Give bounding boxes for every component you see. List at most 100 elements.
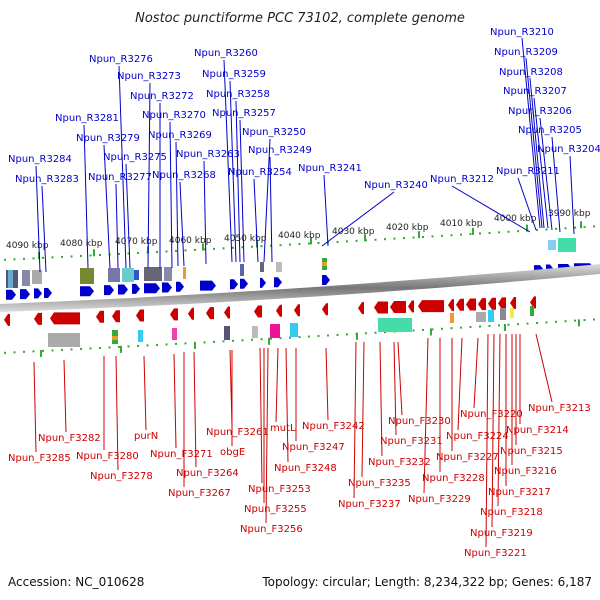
gene-label-npun-r3268[interactable]: Npun_R3268: [152, 170, 216, 181]
tick-4060: 4060 kbp: [169, 236, 212, 246]
gene-label-npun-f3280[interactable]: Npun_F3280: [76, 451, 139, 462]
gene-label-mutl[interactable]: mutL: [270, 423, 296, 434]
gene-label-npun-r3277[interactable]: Npun_R3277: [88, 172, 152, 183]
minus-gene-arrow: [112, 310, 120, 323]
genome-title: Nostoc punctiforme PCC 73102, complete g…: [135, 11, 465, 26]
minus-connector: [193, 351, 197, 468]
gene-label-npun-f3218[interactable]: Npun_F3218: [480, 507, 543, 518]
gene-label-npun-f3267[interactable]: Npun_F3267: [168, 488, 231, 499]
gene-label-npun-r3284[interactable]: Npun_R3284: [8, 154, 72, 165]
ruler-major-tick: [504, 323, 506, 331]
gene-label-npun-r3259[interactable]: Npun_R3259: [202, 69, 266, 80]
gene-label-npun-f3282[interactable]: Npun_F3282: [38, 433, 101, 444]
minus-gene-arrow: [276, 304, 282, 317]
gene-label-npun-r3270[interactable]: Npun_R3270: [142, 110, 206, 121]
ruler-dot: [251, 245, 253, 248]
gene-label-npun-r3269[interactable]: Npun_R3269: [148, 130, 212, 141]
gene-label-npun-r3212[interactable]: Npun_R3212: [430, 174, 494, 185]
minus-connector: [33, 361, 37, 453]
gene-label-npun-r3210[interactable]: Npun_R3210: [490, 27, 554, 38]
ruler-dot: [13, 351, 16, 354]
gene-label-npun-f3231[interactable]: Npun_F3231: [380, 436, 443, 447]
gene-label-npun-f3285[interactable]: Npun_F3285: [8, 453, 71, 464]
gene-label-npun-r3249[interactable]: Npun_R3249: [248, 145, 312, 156]
gene-label-npun-f3213[interactable]: Npun_F3213: [528, 403, 591, 414]
gene-label-npun-f3214[interactable]: Npun_F3214: [506, 425, 569, 436]
plus-connector: [269, 156, 273, 263]
gene-label-npun-r3240[interactable]: Npun_R3240: [364, 180, 428, 191]
gene-label-npun-f3215[interactable]: Npun_F3215: [500, 446, 563, 457]
gene-label-npun-f3235[interactable]: Npun_F3235: [348, 478, 411, 489]
gene-label-npun-f3278[interactable]: Npun_F3278: [90, 471, 153, 482]
gene-label-npun-r3279[interactable]: Npun_R3279: [76, 133, 140, 144]
gene-label-npun-r3206[interactable]: Npun_R3206: [508, 106, 572, 117]
gene-label-npun-f3242[interactable]: Npun_F3242: [302, 421, 365, 432]
minus-connector: [285, 347, 289, 463]
gene-label-npun-f3253[interactable]: Npun_F3253: [248, 484, 311, 495]
ruler-dot: [32, 257, 35, 260]
ruler-dot: [108, 346, 111, 349]
gene-label-npun-f3219[interactable]: Npun_F3219: [470, 528, 533, 539]
gene-label-npun-r3207[interactable]: Npun_R3207: [503, 86, 567, 97]
gene-label-npun-f3256[interactable]: Npun_F3256: [240, 524, 303, 535]
plus-connector: [521, 37, 541, 229]
gene-label-npun-f3247[interactable]: Npun_F3247: [282, 442, 345, 453]
gene-label-npun-f3255[interactable]: Npun_F3255: [244, 504, 307, 515]
ruler-dot: [469, 326, 472, 329]
minus-gene-arrow: [50, 312, 80, 325]
gene-label-npun-f3227[interactable]: Npun_F3227: [436, 452, 499, 463]
gene-label-purn[interactable]: purN: [134, 431, 158, 442]
plus-connector: [169, 121, 173, 269]
gene-label-npun-r3273[interactable]: Npun_R3273: [117, 71, 181, 82]
gene-label-npun-r3263[interactable]: Npun_R3263: [176, 149, 240, 160]
gene-label-npun-f3271[interactable]: Npun_F3271: [150, 449, 213, 460]
gene-label-npun-r3283[interactable]: Npun_R3283: [15, 174, 79, 185]
gene-label-npun-r3205[interactable]: Npun_R3205: [518, 125, 582, 136]
gene-label-npun-f3261[interactable]: Npun_F3261: [206, 427, 269, 438]
ruler-major-tick: [580, 221, 582, 229]
gene-label-npun-r3260[interactable]: Npun_R3260: [194, 48, 258, 59]
ruler-dot: [346, 333, 348, 336]
gene-label-npun-r3241[interactable]: Npun_R3241: [298, 163, 362, 174]
feature-block: [558, 238, 576, 252]
gene-label-obge[interactable]: obgE: [220, 447, 245, 458]
gene-label-npun-f3237[interactable]: Npun_F3237: [338, 499, 401, 510]
gene-label-npun-r3209[interactable]: Npun_R3209: [494, 47, 558, 58]
gene-label-npun-f3220[interactable]: Npun_F3220: [460, 409, 523, 420]
minus-label-connectors: [33, 333, 553, 548]
gene-label-npun-r3254[interactable]: Npun_R3254: [228, 167, 292, 178]
gene-label-npun-r3257[interactable]: Npun_R3257: [212, 108, 276, 119]
minus-connector: [379, 341, 383, 457]
minus-gene-arrow: [448, 299, 454, 312]
gene-label-npun-f3221[interactable]: Npun_F3221: [464, 548, 527, 559]
minus-gene-arrow: [510, 297, 516, 309]
feature-block: [450, 313, 454, 323]
feature-block: [122, 268, 134, 282]
gene-label-npun-r3276[interactable]: Npun_R3276: [89, 54, 153, 65]
gene-label-npun-r3204[interactable]: Npun_R3204: [537, 144, 600, 155]
tick-4080: 4080 kbp: [60, 239, 103, 249]
gene-label-npun-f3224[interactable]: Npun_F3224: [446, 431, 509, 442]
gene-label-npun-r3250[interactable]: Npun_R3250: [242, 127, 306, 138]
gene-label-npun-r3208[interactable]: Npun_R3208: [499, 67, 563, 78]
gene-label-npun-f3216[interactable]: Npun_F3216: [494, 466, 557, 477]
gene-label-npun-f3230[interactable]: Npun_F3230: [388, 416, 451, 427]
gene-label-npun-f3228[interactable]: Npun_F3228: [422, 473, 485, 484]
gene-label-npun-r3211[interactable]: Npun_R3211: [496, 166, 560, 177]
plus-connector: [83, 124, 89, 269]
gene-label-npun-f3232[interactable]: Npun_F3232: [368, 457, 431, 468]
ruler-dot: [89, 254, 92, 257]
ruler-major-tick: [93, 249, 95, 257]
gene-label-npun-f3229[interactable]: Npun_F3229: [408, 494, 471, 505]
gene-label-npun-f3248[interactable]: Npun_F3248: [274, 463, 337, 474]
gene-label-npun-f3217[interactable]: Npun_F3217: [488, 487, 551, 498]
gene-label-npun-r3272[interactable]: Npun_R3272: [130, 91, 194, 102]
ruler-major-tick: [472, 227, 474, 235]
plus-gene-arrow: [80, 286, 94, 297]
gene-label-npun-r3275[interactable]: Npun_R3275: [103, 152, 167, 163]
minus-gene-arrow: [322, 303, 328, 316]
minus-labels: Npun_F3282 Npun_F3285 purN Npun_F3280 Np…: [8, 403, 591, 559]
gene-label-npun-r3281[interactable]: Npun_R3281: [55, 113, 119, 124]
gene-label-npun-r3258[interactable]: Npun_R3258: [206, 89, 270, 100]
gene-label-npun-f3264[interactable]: Npun_F3264: [176, 468, 239, 479]
